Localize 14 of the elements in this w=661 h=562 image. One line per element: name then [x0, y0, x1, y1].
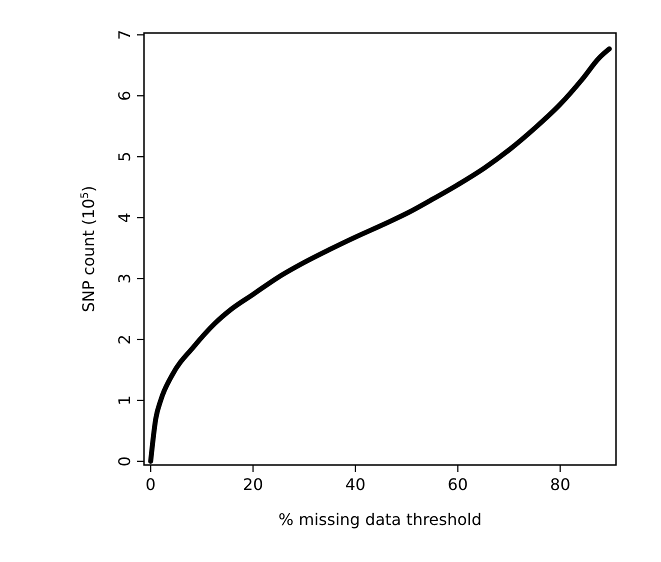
y-tick-label: 2 [115, 334, 134, 345]
x-tick-label: 40 [345, 475, 366, 494]
x-tick-label: 80 [550, 475, 570, 494]
x-tick-label: 60 [448, 475, 468, 494]
y-tick-label: 0 [115, 456, 134, 466]
y-tick-label: 5 [115, 152, 134, 162]
y-tick-label: 4 [115, 212, 134, 223]
x-axis-title: % missing data threshold [278, 510, 482, 529]
x-tick-label: 0 [146, 475, 156, 494]
y-tick-label: 7 [115, 30, 134, 40]
y-tick-label: 3 [115, 273, 134, 284]
x-tick-label: 20 [242, 475, 264, 494]
y-tick-label: 1 [115, 395, 134, 406]
y-tick-label: 6 [115, 90, 134, 101]
